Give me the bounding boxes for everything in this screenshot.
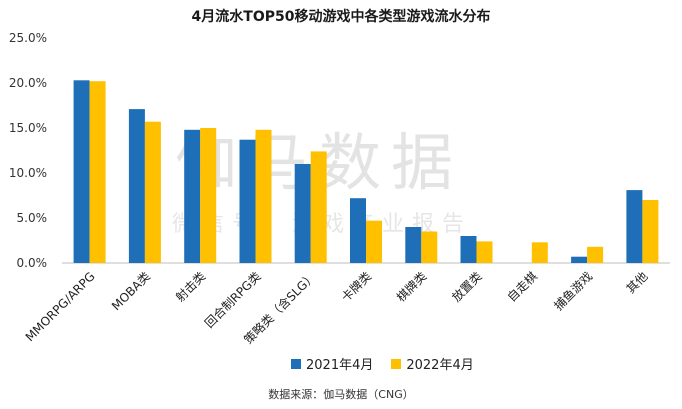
y-tick-label: 20.0% bbox=[9, 76, 47, 90]
x-tick-label: 放置类 bbox=[449, 269, 485, 305]
x-tick-label: MOBA类 bbox=[109, 269, 153, 313]
bar-2021 bbox=[184, 129, 201, 263]
bar-2022 bbox=[89, 81, 106, 263]
y-tick-label: 10.0% bbox=[9, 166, 47, 180]
bar-2021 bbox=[460, 236, 477, 263]
bar-2022 bbox=[476, 241, 493, 263]
bar-2022 bbox=[200, 128, 217, 263]
bar-2022 bbox=[255, 129, 272, 263]
bars-layer bbox=[73, 80, 659, 263]
bar-2021 bbox=[239, 139, 256, 263]
y-tick-label: 25.0% bbox=[9, 31, 47, 45]
bar-2021 bbox=[571, 256, 588, 263]
x-tick-label: 其他 bbox=[624, 269, 651, 296]
legend-swatch-2022 bbox=[391, 358, 402, 369]
x-tick-label: 射击类 bbox=[172, 269, 208, 305]
bar-2022 bbox=[310, 151, 327, 263]
x-tick-label: 回合制RPG类 bbox=[201, 269, 263, 331]
bar-2022 bbox=[421, 231, 438, 263]
bar-2022 bbox=[531, 242, 548, 263]
bar-2022 bbox=[642, 200, 659, 263]
bar-2022 bbox=[144, 121, 161, 263]
bar-2021 bbox=[405, 227, 422, 263]
legend-item-2022: 2022年4月 bbox=[391, 354, 474, 373]
legend-label-2021: 2021年4月 bbox=[306, 358, 374, 373]
x-tick-label: 卡牌类 bbox=[339, 269, 374, 304]
bar-2021 bbox=[626, 190, 643, 263]
legend: 2021年4月 2022年4月 bbox=[291, 354, 492, 373]
legend-item-2021: 2021年4月 bbox=[291, 354, 373, 373]
bar-2021 bbox=[294, 164, 311, 263]
bar-2022 bbox=[587, 246, 604, 263]
x-tick-label: 自走棋 bbox=[505, 269, 540, 304]
source-note: 数据来源：伽马数据（CNG） bbox=[268, 388, 414, 401]
bar-2021 bbox=[128, 109, 145, 263]
y-tick-label: 15.0% bbox=[9, 121, 47, 135]
x-tick-label: MMORPG/ARPG bbox=[23, 269, 98, 344]
x-tick-label: 捕鱼游戏 bbox=[551, 269, 596, 314]
chart-title: 4月流水TOP50移动游戏中各类型游戏流水分布 bbox=[191, 9, 491, 25]
y-tick-label: 0.0% bbox=[17, 256, 48, 270]
legend-swatch-2021 bbox=[291, 358, 301, 369]
x-tick-label: 棋牌类 bbox=[394, 269, 429, 304]
bar-2022 bbox=[366, 220, 382, 263]
y-tick-label: 5.0% bbox=[17, 211, 48, 225]
bar-2021 bbox=[350, 198, 366, 263]
legend-label-2022: 2022年4月 bbox=[406, 358, 474, 373]
axis-layer: 0.0% 5.0% 10.0% 15.0% 20.0% 25.0% bbox=[9, 31, 670, 270]
bar-2021 bbox=[73, 80, 90, 263]
